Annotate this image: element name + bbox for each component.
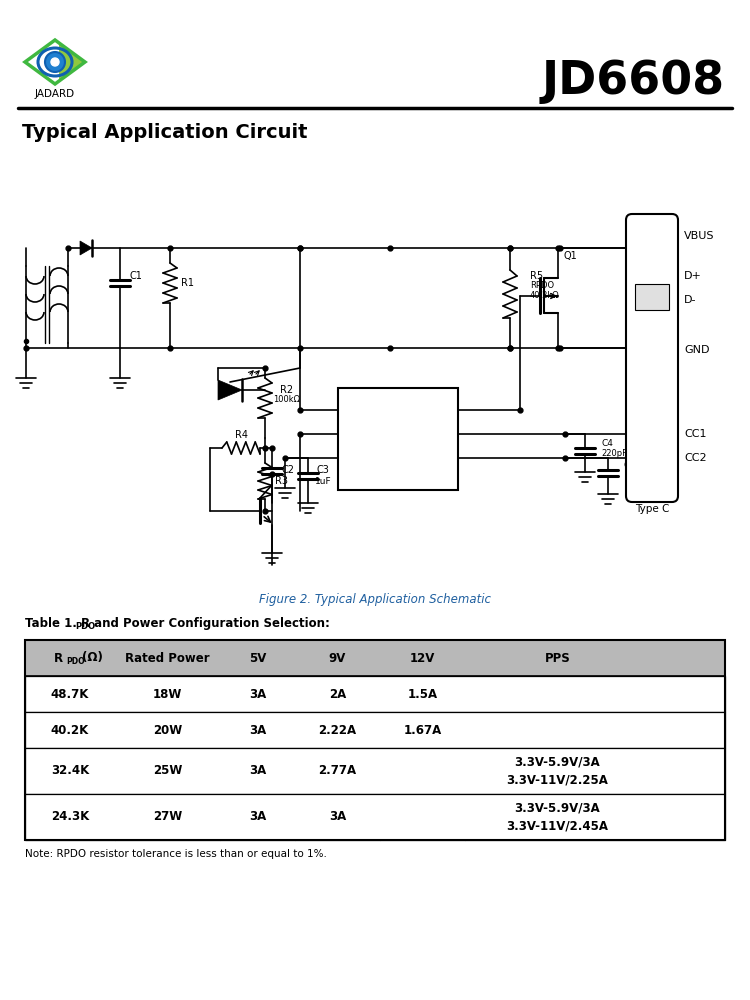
Text: R5: R5 [530, 271, 543, 281]
Text: U1: U1 [392, 391, 405, 401]
Text: 20W: 20W [153, 724, 182, 736]
Text: VBUS: VBUS [684, 231, 715, 241]
Text: 100kΩ: 100kΩ [274, 395, 301, 404]
Text: GND: GND [349, 453, 371, 463]
Circle shape [51, 58, 59, 66]
Text: 25W: 25W [153, 764, 182, 778]
Text: Rated Power: Rated Power [125, 652, 210, 664]
Text: 3.3V-5.9V/3A
3.3V-11V/2.45A: 3.3V-5.9V/3A 3.3V-11V/2.45A [506, 802, 608, 832]
Text: CC2: CC2 [684, 453, 706, 463]
Text: R: R [53, 652, 62, 664]
Text: Figure 2. Typical Application Schematic: Figure 2. Typical Application Schematic [259, 593, 491, 606]
Text: and Power Configuration Selection:: and Power Configuration Selection: [90, 617, 330, 630]
Text: 2.22A: 2.22A [319, 724, 356, 736]
Text: Q1: Q1 [563, 251, 577, 261]
Text: CC1: CC1 [684, 429, 706, 439]
Text: CC2: CC2 [426, 453, 445, 463]
Text: R3: R3 [274, 476, 287, 486]
Text: 9V: 9V [328, 652, 346, 664]
Text: C5: C5 [624, 462, 636, 471]
Text: Note: RPDO resistor tolerance is less than or equal to 1%.: Note: RPDO resistor tolerance is less th… [25, 849, 327, 859]
Text: RPDO: RPDO [530, 282, 554, 290]
Text: C3: C3 [316, 465, 329, 475]
Text: 1.5A: 1.5A [407, 688, 437, 700]
Text: 3A: 3A [249, 688, 266, 700]
Polygon shape [59, 44, 85, 80]
Text: 12V: 12V [410, 652, 435, 664]
Text: 5V: 5V [249, 652, 266, 664]
Polygon shape [218, 380, 242, 400]
Polygon shape [80, 241, 92, 255]
Text: GND: GND [684, 345, 709, 355]
Text: 220pF: 220pF [601, 450, 627, 458]
Text: 3A: 3A [328, 810, 346, 824]
Text: 3.3V-5.9V/3A
3.3V-11V/2.25A: 3.3V-5.9V/3A 3.3V-11V/2.25A [506, 756, 608, 786]
Bar [25, 676, 725, 712]
Text: CC1: CC1 [426, 429, 445, 439]
Text: 40.2K: 40.2K [51, 724, 89, 736]
Text: 32.4K: 32.4K [51, 764, 89, 778]
Text: Typical Application Circuit: Typical Application Circuit [22, 123, 307, 142]
Text: R2: R2 [280, 385, 293, 395]
Text: Type C: Type C [634, 504, 669, 514]
Text: FBO: FBO [350, 429, 370, 439]
Text: 3A: 3A [249, 724, 266, 736]
Text: 1.67A: 1.67A [404, 724, 442, 736]
Text: 3A: 3A [249, 810, 266, 824]
Bar [635, 284, 669, 310]
Text: 24.3K: 24.3K [51, 810, 89, 824]
Circle shape [45, 52, 65, 72]
Text: 27W: 27W [153, 810, 182, 824]
FancyBboxPatch shape [626, 214, 678, 502]
Text: PDO: PDO [66, 656, 85, 666]
Text: JD6608: JD6608 [382, 479, 414, 488]
Text: 1uF: 1uF [315, 477, 332, 486]
Bar [25, 640, 725, 840]
Text: 40.2kΩ: 40.2kΩ [530, 292, 560, 300]
Text: R1: R1 [182, 278, 194, 288]
Text: JD6608: JD6608 [542, 60, 725, 104]
Bar [25, 748, 725, 794]
Bar [338, 388, 458, 490]
Text: C4: C4 [601, 440, 613, 448]
Text: RPDO: RPDO [418, 405, 446, 415]
Text: PPS: PPS [544, 652, 570, 664]
Text: 2A: 2A [328, 688, 346, 700]
Text: C1: C1 [130, 271, 142, 281]
Text: 48.7K: 48.7K [51, 688, 89, 700]
Text: PDO: PDO [75, 622, 95, 631]
Text: R4: R4 [235, 430, 248, 440]
Text: 18W: 18W [153, 688, 182, 700]
Text: Table 1. R: Table 1. R [25, 617, 90, 630]
Text: 2.77A: 2.77A [319, 764, 356, 778]
Bar [25, 712, 725, 748]
Bar [25, 640, 725, 676]
Text: D-: D- [684, 295, 697, 305]
Text: JADARD: JADARD [35, 89, 75, 99]
Text: 3A: 3A [249, 764, 266, 778]
Text: VBUS: VBUS [351, 405, 377, 415]
Text: C2: C2 [281, 465, 295, 475]
Bar [25, 794, 725, 840]
Text: (Ω): (Ω) [82, 652, 103, 664]
Text: D+: D+ [684, 271, 702, 281]
Text: 220pF: 220pF [624, 472, 650, 481]
